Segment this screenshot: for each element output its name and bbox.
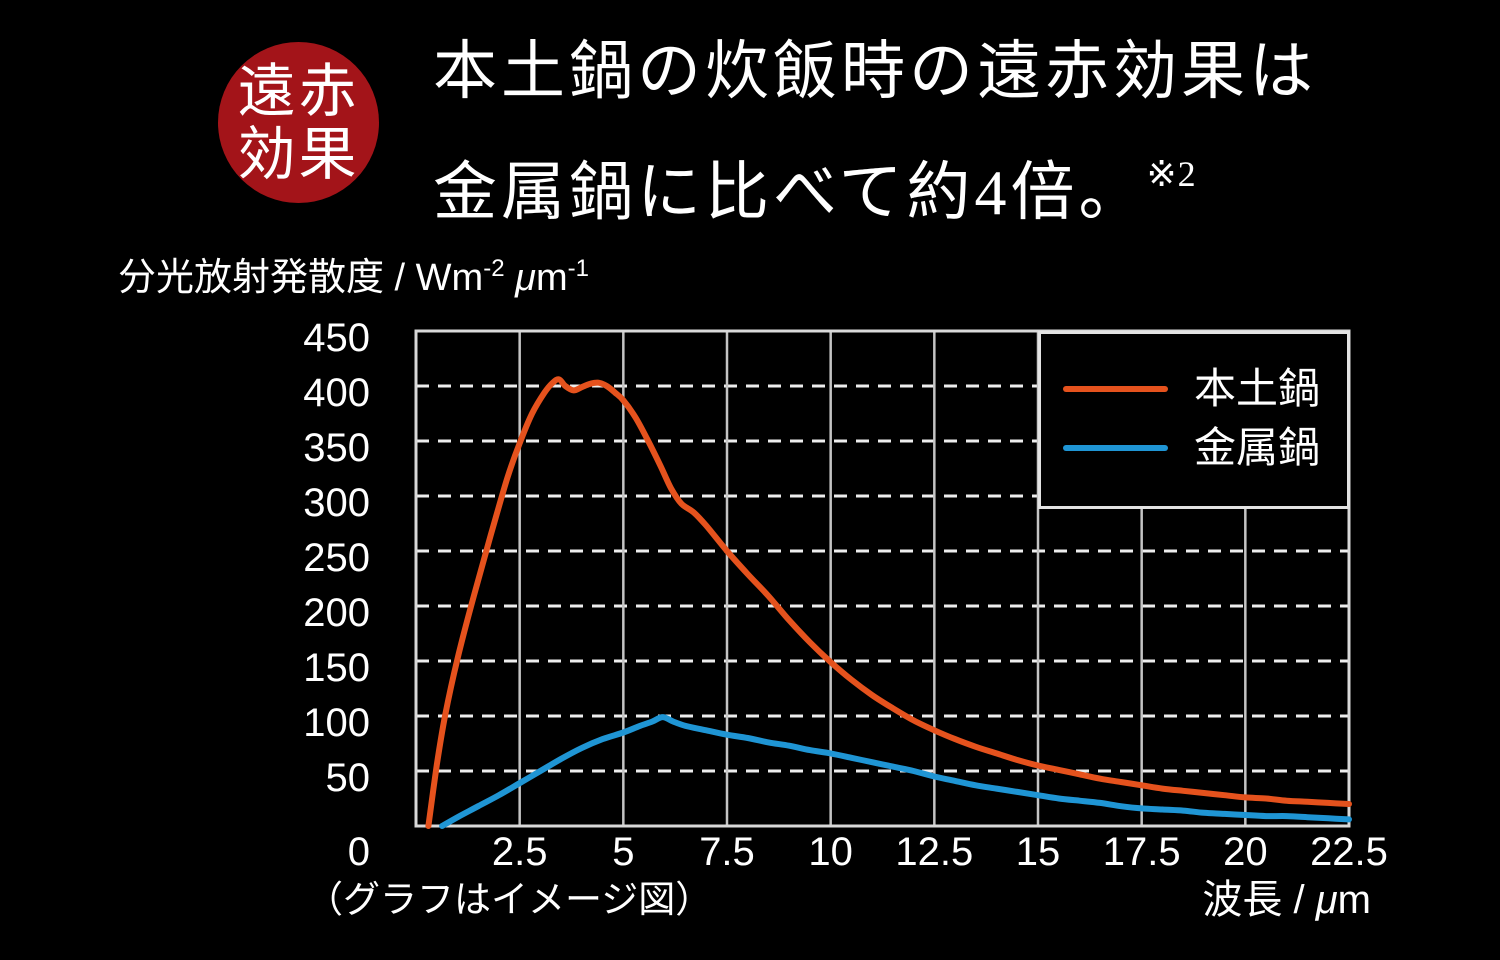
headline-line2-text: 金属鍋に比べて約4倍。 — [433, 157, 1147, 228]
y-unit-prefix: 分光放射発散度 / Wm — [118, 257, 484, 299]
y-tick-label: 50 — [325, 756, 371, 800]
headline-footnote-marker: ※2 — [1146, 154, 1197, 194]
y-tick-label: 250 — [303, 536, 370, 580]
x-tick-label: 2.5 — [491, 830, 548, 874]
x-tick-label: 15 — [1015, 830, 1061, 874]
y-tick-label: 0 — [347, 830, 370, 874]
badge-text-line1: 遠赤 — [237, 58, 360, 124]
y-tick-label: 400 — [303, 371, 370, 415]
y-tick-label: 450 — [303, 316, 370, 360]
graph-disclaimer: （グラフはイメージ図） — [306, 879, 713, 920]
x-tick-label: 12.5 — [895, 830, 974, 874]
series-line-clay-pot — [425, 376, 1352, 829]
x-axis-unit-label: 波長 / μm — [1202, 878, 1371, 922]
legend-item-clay-pot: 本土鍋 — [1041, 366, 1320, 412]
headline-line2: 金属鍋に比べて約4倍。※2 — [433, 138, 1197, 229]
y-unit-m: m — [535, 257, 568, 299]
y-unit-sup-minus1: -1 — [567, 255, 589, 282]
far-infrared-badge: 遠赤 効果 — [218, 42, 379, 203]
legend-item-metal-pot: 金属鍋 — [1041, 425, 1320, 471]
y-tick-label: 200 — [303, 591, 370, 635]
x-unit-prefix: 波長 / — [1202, 878, 1316, 922]
y-tick-label: 100 — [303, 701, 370, 745]
headline-line1: 本土鍋の炊飯時の遠赤効果は — [433, 36, 1317, 107]
x-tick-label: 5 — [612, 830, 635, 874]
series-line-metal-pot — [439, 714, 1352, 829]
y-tick-label: 300 — [303, 481, 370, 525]
legend-line-metal-pot — [1063, 445, 1168, 451]
plot-border — [414, 329, 1351, 828]
x-tick-label: 22.5 — [1310, 830, 1388, 874]
x-unit-mu: μ — [1315, 878, 1338, 922]
x-tick-label: 17.5 — [1102, 830, 1181, 874]
badge-text-line2: 効果 — [237, 121, 360, 187]
y-axis-unit-label: 分光放射発散度 / Wm-2 μm-1 — [118, 256, 589, 300]
y-tick-label: 350 — [303, 426, 370, 470]
y-unit-mu: μ — [504, 257, 536, 299]
x-tick-label: 10 — [808, 830, 853, 874]
y-tick-label: 150 — [303, 646, 370, 690]
x-tick-label: 7.5 — [699, 830, 755, 874]
x-tick-label: 20 — [1223, 830, 1268, 874]
chart-legend: 本土鍋 金属鍋 — [1038, 331, 1350, 509]
legend-line-clay-pot — [1063, 386, 1168, 392]
legend-label-clay-pot: 本土鍋 — [1194, 365, 1321, 412]
y-unit-sup-minus2: -2 — [483, 255, 505, 282]
legend-label-metal-pot: 金属鍋 — [1194, 424, 1321, 471]
x-unit-m: m — [1337, 878, 1371, 922]
